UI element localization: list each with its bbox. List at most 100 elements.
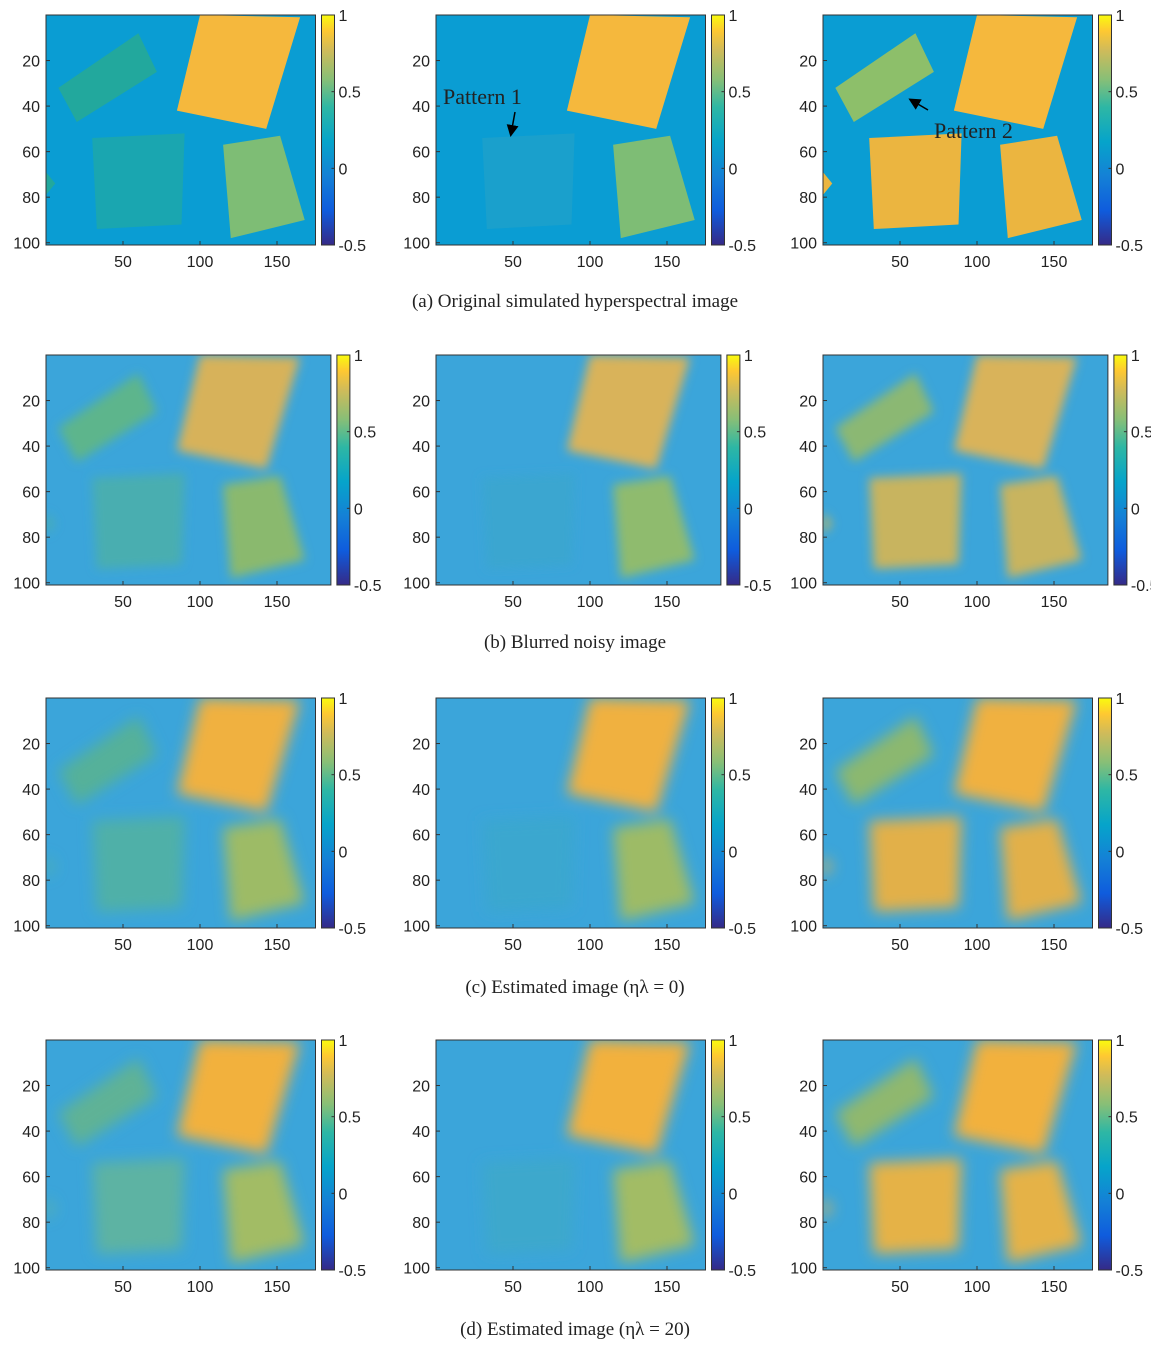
pattern-region bbox=[869, 473, 962, 570]
x-tick-label: 150 bbox=[264, 1279, 291, 1296]
colorbar-tick-label: -0.5 bbox=[729, 1263, 757, 1280]
pattern-region bbox=[835, 373, 934, 463]
y-tick-label: 60 bbox=[412, 1170, 430, 1187]
panel: 20 40 60 80 100 50 100 150 -0.5 0 0.5 1 bbox=[13, 1033, 367, 1296]
pattern-region bbox=[223, 818, 305, 922]
axes-frame bbox=[822, 1039, 1093, 1271]
y-tick-label: 40 bbox=[799, 1124, 817, 1141]
colorbar-tick-label: 0.5 bbox=[729, 768, 751, 785]
annotation: Pattern 1 bbox=[443, 84, 522, 109]
colorbar-tick-label: 0.5 bbox=[339, 768, 361, 785]
pattern-region bbox=[482, 133, 575, 230]
colorbar-tick-label: -0.5 bbox=[729, 921, 757, 938]
colorbar-tick-label: -0.5 bbox=[339, 1263, 367, 1280]
y-tick-label: 20 bbox=[412, 54, 430, 71]
image-content bbox=[46, 15, 305, 239]
colorbar-tick-label: -0.5 bbox=[339, 921, 367, 938]
pattern-region bbox=[46, 1197, 56, 1220]
pattern-region bbox=[835, 716, 934, 806]
axes-frame bbox=[45, 354, 332, 586]
colorbar-tick-label: 1 bbox=[1116, 691, 1125, 708]
image bbox=[436, 698, 706, 928]
image-content bbox=[46, 698, 305, 922]
x-tick-label: 150 bbox=[654, 937, 681, 954]
axes-frame bbox=[435, 1039, 706, 1271]
colorbar-tick-label: 0 bbox=[1116, 844, 1125, 861]
colorbar-tick-label: 0.5 bbox=[1131, 425, 1151, 442]
y-tick-label: 40 bbox=[799, 439, 817, 456]
image bbox=[436, 15, 706, 245]
y-tick-label: 20 bbox=[22, 737, 40, 754]
x-tick-label: 50 bbox=[504, 937, 522, 954]
image-background bbox=[436, 355, 721, 585]
x-tick-label: 150 bbox=[1041, 594, 1068, 611]
pattern-region bbox=[482, 816, 575, 913]
image bbox=[436, 1040, 706, 1270]
colorbar-tick-label: 1 bbox=[339, 8, 348, 25]
y-tick-label: 80 bbox=[412, 190, 430, 207]
colorbar-tick-label: 1 bbox=[1116, 1033, 1125, 1050]
y-tick-label: 80 bbox=[22, 1215, 40, 1232]
x-tick-label: 100 bbox=[577, 937, 604, 954]
x-tick-label: 150 bbox=[1041, 254, 1068, 271]
y-tick-label: 100 bbox=[13, 236, 40, 253]
y-tick-label: 20 bbox=[412, 737, 430, 754]
pattern-region bbox=[1000, 818, 1082, 922]
colorbar bbox=[321, 697, 335, 929]
y-tick-label: 60 bbox=[412, 828, 430, 845]
image-content bbox=[46, 1040, 305, 1264]
x-tick-label: 50 bbox=[891, 1279, 909, 1296]
axes-frame bbox=[435, 14, 706, 246]
pattern-region bbox=[223, 1160, 305, 1264]
y-tick-label: 20 bbox=[22, 54, 40, 71]
colorbar-tick-label: 0 bbox=[729, 161, 738, 178]
colorbar bbox=[1098, 1039, 1112, 1271]
annotation: Pattern 2 bbox=[934, 118, 1013, 143]
axes-frame bbox=[822, 14, 1093, 246]
colorbar-tick-label: 1 bbox=[729, 8, 738, 25]
colorbar-tick-label: -0.5 bbox=[1131, 578, 1151, 595]
panel: 20 40 60 80 100 50 100 150 -0.5 0 0.5 1 bbox=[403, 691, 757, 954]
y-tick-label: 80 bbox=[412, 873, 430, 890]
pattern-region bbox=[46, 855, 56, 878]
colorbar-tick-label: 0.5 bbox=[1116, 85, 1138, 102]
image-content bbox=[823, 698, 1082, 922]
colorbar-tick-label: 0.5 bbox=[729, 1110, 751, 1127]
image-content bbox=[482, 698, 695, 922]
pattern-region bbox=[58, 373, 157, 463]
pattern-region bbox=[58, 33, 157, 123]
image-content bbox=[482, 1040, 695, 1264]
image bbox=[46, 355, 331, 585]
y-tick-label: 40 bbox=[412, 439, 430, 456]
colorbar-tick-label: 0 bbox=[339, 1186, 348, 1203]
panel: 20 40 60 80 100 50 100 150 -0.5 0 0.5 1 bbox=[403, 348, 771, 611]
pattern-region bbox=[176, 15, 301, 129]
image bbox=[46, 1040, 316, 1270]
pattern-region bbox=[1000, 1160, 1082, 1264]
image-content bbox=[823, 1040, 1082, 1264]
panel: 20 40 60 80 100 50 100 150 -0.5 0 0.5 1 bbox=[790, 1033, 1143, 1296]
image bbox=[823, 15, 1093, 245]
y-tick-label: 100 bbox=[403, 236, 430, 253]
colorbar-tick-label: 0 bbox=[339, 161, 348, 178]
pattern-region bbox=[223, 135, 305, 239]
pattern-region bbox=[835, 33, 934, 123]
colorbar-tick-label: 1 bbox=[339, 1033, 348, 1050]
x-tick-label: 150 bbox=[654, 254, 681, 271]
colorbar-tick-label: 0.5 bbox=[744, 425, 766, 442]
panel: 20 40 60 80 100 50 100 150 -0.5 0 0.5 1 bbox=[790, 691, 1143, 954]
image bbox=[823, 355, 1108, 585]
pattern-region bbox=[92, 816, 185, 913]
x-tick-label: 100 bbox=[187, 1279, 214, 1296]
x-tick-label: 50 bbox=[114, 594, 132, 611]
panel: 20 40 60 80 100 50 100 150 -0.5 0 0.5 1 bbox=[790, 348, 1151, 611]
colorbar-tick-label: 0.5 bbox=[1116, 1110, 1138, 1127]
colorbar-tick-label: 0 bbox=[1116, 161, 1125, 178]
panel: 20 40 60 80 100 50 100 150 -0.5 0 0.5 1 bbox=[13, 348, 381, 611]
annotation-arrow bbox=[506, 111, 519, 137]
pattern-region bbox=[869, 816, 962, 913]
panel: 20 40 60 80 100 50 100 150 -0.5 0 0.5 1 bbox=[13, 691, 367, 954]
image-content bbox=[823, 355, 1082, 579]
colorbar bbox=[726, 354, 741, 586]
annotation-arrow bbox=[908, 98, 929, 111]
